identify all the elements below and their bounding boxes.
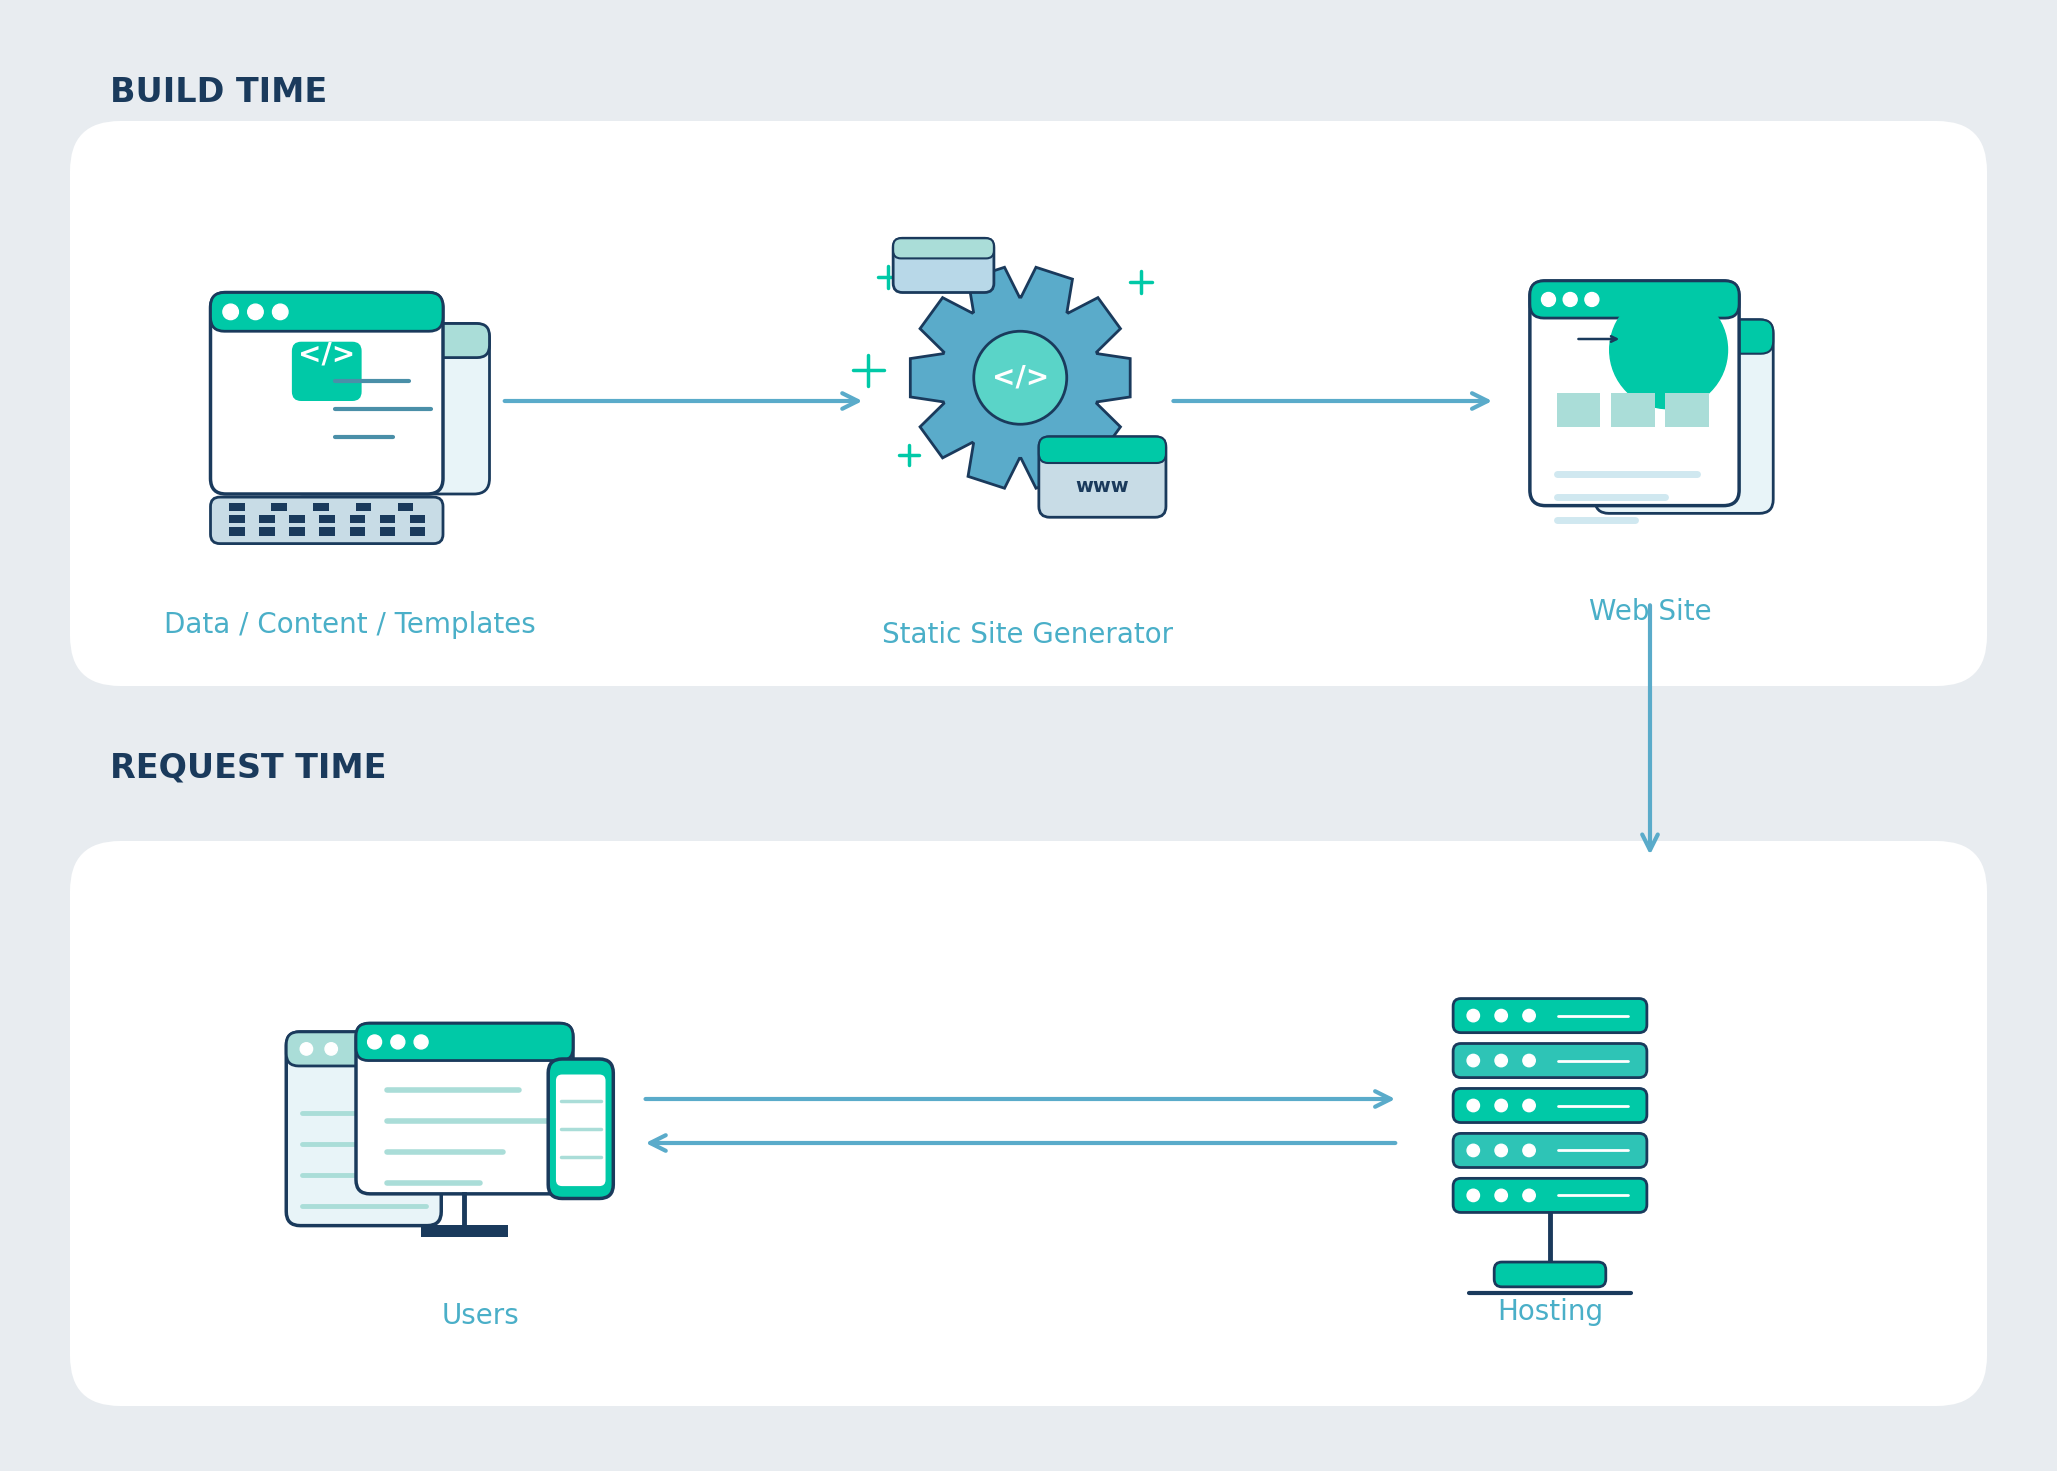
Bar xyxy=(381,515,395,524)
Bar xyxy=(1666,393,1709,428)
FancyBboxPatch shape xyxy=(1452,1133,1648,1168)
FancyBboxPatch shape xyxy=(1039,437,1166,463)
Bar xyxy=(356,503,370,510)
Circle shape xyxy=(1467,1009,1479,1022)
Bar xyxy=(397,503,413,510)
FancyBboxPatch shape xyxy=(555,1074,605,1186)
Bar xyxy=(272,503,286,510)
Circle shape xyxy=(1522,1189,1535,1202)
Circle shape xyxy=(1467,1144,1479,1156)
Circle shape xyxy=(1522,1055,1535,1066)
Bar xyxy=(422,1225,508,1237)
Circle shape xyxy=(247,304,263,319)
Bar xyxy=(290,527,304,535)
Bar xyxy=(381,527,395,535)
Bar xyxy=(409,527,426,535)
FancyBboxPatch shape xyxy=(1594,319,1773,353)
FancyBboxPatch shape xyxy=(288,324,490,494)
Circle shape xyxy=(300,334,313,347)
FancyBboxPatch shape xyxy=(1530,281,1738,318)
FancyBboxPatch shape xyxy=(1530,281,1738,506)
Circle shape xyxy=(1604,331,1617,343)
FancyBboxPatch shape xyxy=(210,293,442,331)
FancyBboxPatch shape xyxy=(1452,999,1648,1033)
Circle shape xyxy=(1623,331,1635,343)
Circle shape xyxy=(1563,293,1578,306)
Text: </>: </> xyxy=(991,363,1049,391)
FancyBboxPatch shape xyxy=(70,121,1987,685)
Bar xyxy=(409,515,426,524)
Circle shape xyxy=(1522,1144,1535,1156)
Circle shape xyxy=(973,331,1068,424)
Bar xyxy=(228,527,245,535)
Circle shape xyxy=(1495,1009,1508,1022)
Bar xyxy=(228,515,245,524)
Polygon shape xyxy=(911,268,1129,488)
FancyBboxPatch shape xyxy=(549,1059,613,1199)
Bar xyxy=(313,503,329,510)
Bar xyxy=(259,527,276,535)
Text: Data / Content / Templates: Data / Content / Templates xyxy=(165,612,537,640)
Bar xyxy=(290,515,304,524)
Text: REQUEST TIME: REQUEST TIME xyxy=(109,752,387,784)
FancyBboxPatch shape xyxy=(1594,319,1773,513)
FancyBboxPatch shape xyxy=(210,293,442,494)
FancyBboxPatch shape xyxy=(292,341,362,402)
Text: Web Site: Web Site xyxy=(1588,597,1711,625)
FancyBboxPatch shape xyxy=(1452,1089,1648,1122)
FancyBboxPatch shape xyxy=(893,238,994,259)
Text: Hosting: Hosting xyxy=(1497,1299,1602,1327)
Bar xyxy=(228,503,245,510)
FancyBboxPatch shape xyxy=(893,238,994,293)
FancyBboxPatch shape xyxy=(210,497,442,544)
Bar xyxy=(1557,393,1600,428)
Circle shape xyxy=(1467,1189,1479,1202)
Circle shape xyxy=(1495,1189,1508,1202)
Circle shape xyxy=(222,304,239,319)
Circle shape xyxy=(1495,1144,1508,1156)
Circle shape xyxy=(1495,1099,1508,1112)
FancyBboxPatch shape xyxy=(1039,437,1166,518)
FancyBboxPatch shape xyxy=(70,841,1987,1406)
Circle shape xyxy=(1467,1055,1479,1066)
Circle shape xyxy=(321,334,333,347)
Circle shape xyxy=(1467,1099,1479,1112)
FancyBboxPatch shape xyxy=(356,1024,574,1194)
Circle shape xyxy=(1495,1055,1508,1066)
Circle shape xyxy=(368,1036,383,1049)
Circle shape xyxy=(1541,293,1555,306)
Circle shape xyxy=(391,1036,405,1049)
FancyBboxPatch shape xyxy=(1493,1262,1607,1287)
Circle shape xyxy=(1584,293,1598,306)
Bar xyxy=(1611,393,1654,428)
Circle shape xyxy=(1522,1009,1535,1022)
FancyBboxPatch shape xyxy=(286,1031,442,1066)
Bar xyxy=(319,515,335,524)
Circle shape xyxy=(1611,291,1728,409)
Circle shape xyxy=(1641,331,1654,343)
FancyBboxPatch shape xyxy=(288,324,490,357)
Bar xyxy=(259,515,276,524)
Circle shape xyxy=(413,1036,428,1049)
FancyBboxPatch shape xyxy=(1452,1043,1648,1078)
Circle shape xyxy=(272,304,288,319)
Circle shape xyxy=(325,1043,337,1055)
Bar xyxy=(350,515,364,524)
FancyBboxPatch shape xyxy=(1452,1178,1648,1212)
FancyBboxPatch shape xyxy=(286,1031,442,1225)
Text: </>: </> xyxy=(298,340,356,369)
Text: Users: Users xyxy=(440,1302,518,1330)
Text: BUILD TIME: BUILD TIME xyxy=(109,76,327,109)
Circle shape xyxy=(1522,1099,1535,1112)
Text: Static Site Generator: Static Site Generator xyxy=(882,621,1175,649)
Bar xyxy=(319,527,335,535)
Text: www: www xyxy=(1076,477,1129,496)
Circle shape xyxy=(341,334,354,347)
FancyBboxPatch shape xyxy=(356,1024,574,1061)
Circle shape xyxy=(300,1043,313,1055)
Bar xyxy=(350,527,364,535)
